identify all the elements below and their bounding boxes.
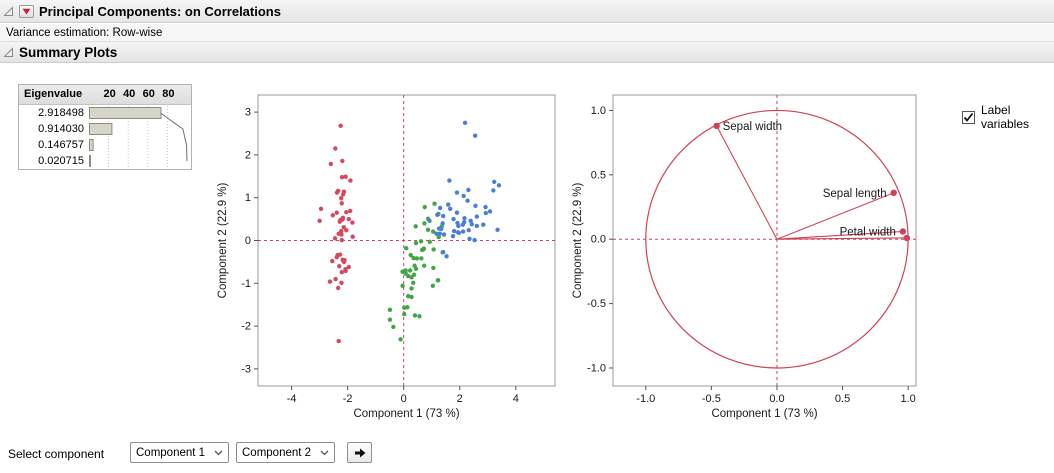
eigenvalue-body: 2.918498 0.914030 0.146757 0.020715 xyxy=(19,105,191,169)
eigenvalue-bar-chart xyxy=(89,106,188,168)
eigen-scale-tick: 80 xyxy=(162,88,175,100)
component-1-value: Component 1 xyxy=(136,446,206,459)
report-title: Principal Components: on Correlations xyxy=(39,3,281,19)
svg-text:-4: -4 xyxy=(287,393,297,405)
svg-text:Component 1 (73 %): Component 1 (73 %) xyxy=(711,408,817,420)
svg-text:0.5: 0.5 xyxy=(835,393,850,405)
svg-text:1.0: 1.0 xyxy=(591,105,606,117)
svg-text:1.0: 1.0 xyxy=(900,393,915,405)
svg-text:-3: -3 xyxy=(241,363,251,375)
svg-text:Component 2 (22.9 %): Component 2 (22.9 %) xyxy=(217,182,229,298)
eigen-scale-tick: 60 xyxy=(142,88,155,100)
svg-text:-1: -1 xyxy=(241,278,251,290)
label-variables-control[interactable]: Label variables xyxy=(962,103,1054,131)
svg-text:Component 2 (22.9 %): Component 2 (22.9 %) xyxy=(572,182,584,298)
loading-plot[interactable]: Sepal width Sepal length Petal width -1.0 -0… xyxy=(568,89,930,424)
svg-text:1: 1 xyxy=(245,192,251,204)
eigenvalue-pareto-panel: Eigenvalue 20 40 60 80 2.918498 0.914030 0.14… xyxy=(18,84,192,170)
svg-text:Petal width: Petal width xyxy=(840,226,896,238)
svg-text:-0.5: -0.5 xyxy=(702,393,721,405)
component-1-dropdown[interactable]: Component 1 xyxy=(130,442,229,463)
component-2-value: Component 2 xyxy=(242,446,312,459)
summary-plots-header: Summary Plots xyxy=(0,42,1054,63)
eigen-scale-tick: 40 xyxy=(123,88,136,100)
select-component-label: Select component xyxy=(8,447,105,461)
svg-text:2: 2 xyxy=(457,393,463,405)
svg-text:0.0: 0.0 xyxy=(769,393,784,405)
svg-text:0.5: 0.5 xyxy=(591,169,606,181)
chevron-down-icon xyxy=(214,450,223,455)
eigenvalue-cell: 0.020715 xyxy=(38,155,84,167)
svg-text:3: 3 xyxy=(245,107,251,119)
svg-text:2: 2 xyxy=(245,149,251,161)
red-triangle-menu-button[interactable] xyxy=(19,4,34,18)
chevron-down-icon xyxy=(320,450,329,455)
svg-text:-1.0: -1.0 xyxy=(636,393,655,405)
loading-plot-svg: Sepal width Sepal length Petal width -1.0 -0… xyxy=(572,94,917,420)
red-triangle-icon xyxy=(22,8,31,14)
disclosure-open-icon[interactable] xyxy=(3,46,14,58)
summary-plots-title: Summary Plots xyxy=(19,44,118,60)
disclosure-open-icon[interactable] xyxy=(3,5,14,17)
score-plot[interactable]: -4 -2 0 2 4 3 2 1 0 -1 -2 -3 Component 1 (73 %) Compo… xyxy=(213,89,569,424)
svg-text:Sepal length: Sepal length xyxy=(823,188,887,200)
apply-component-button[interactable] xyxy=(347,442,372,463)
eigen-scale-tick: 20 xyxy=(103,88,116,100)
score-plot-svg: -4 -2 0 2 4 3 2 1 0 -1 -2 -3 Component 1 (73 %) Compo… xyxy=(217,94,556,420)
svg-text:0: 0 xyxy=(245,235,251,247)
eigenvalue-column-header: Eigenvalue xyxy=(24,88,83,100)
eigenvalue-cell: 2.918498 xyxy=(38,107,84,119)
svg-text:-2: -2 xyxy=(241,321,251,333)
svg-text:0.0: 0.0 xyxy=(591,234,606,246)
svg-text:Sepal width: Sepal width xyxy=(723,121,782,133)
svg-text:0: 0 xyxy=(401,393,407,405)
variance-estimation-text: Variance estimation: Row-wise xyxy=(6,26,163,39)
label-variables-text: Label variables xyxy=(981,103,1030,131)
eigenvalue-cell: 0.146757 xyxy=(38,139,84,151)
svg-text:-2: -2 xyxy=(343,393,353,405)
eigenvalue-header: Eigenvalue 20 40 60 80 xyxy=(19,85,191,105)
arrow-right-icon xyxy=(354,448,365,457)
eigenvalue-cell: 0.914030 xyxy=(38,123,84,135)
report-title-bar: Principal Components: on Correlations xyxy=(0,0,1054,23)
svg-text:4: 4 xyxy=(513,393,519,405)
svg-text:Component 1 (73 %): Component 1 (73 %) xyxy=(353,408,459,420)
label-variables-checkbox[interactable] xyxy=(962,110,975,124)
svg-text:-0.5: -0.5 xyxy=(587,298,606,310)
component-2-dropdown[interactable]: Component 2 xyxy=(236,442,335,463)
eigenvalue-list: 2.918498 0.914030 0.146757 0.020715 xyxy=(19,105,89,169)
svg-text:-1.0: -1.0 xyxy=(587,362,606,374)
variance-estimation-row: Variance estimation: Row-wise xyxy=(0,24,1054,42)
check-icon xyxy=(963,112,974,122)
